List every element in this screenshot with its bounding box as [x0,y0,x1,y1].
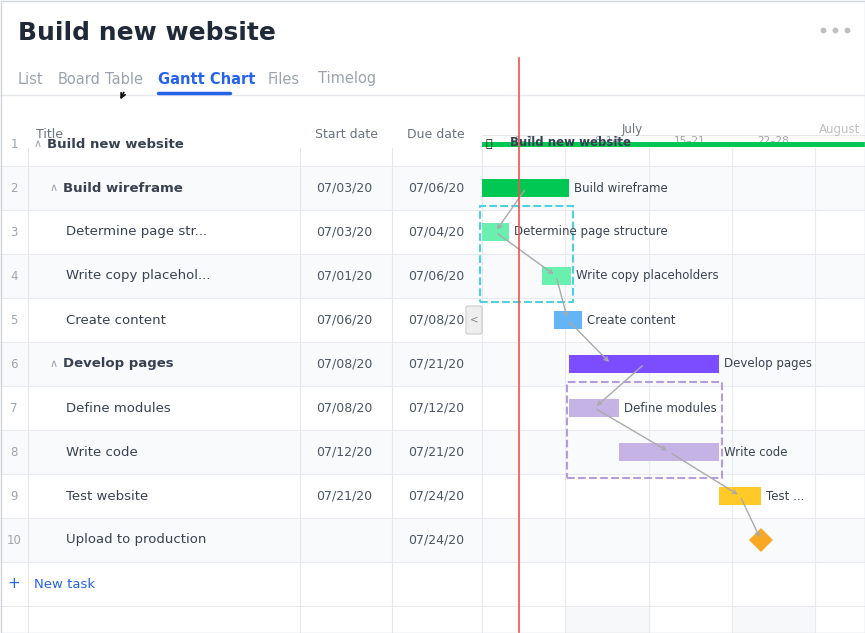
Text: 5: 5 [10,313,17,327]
Polygon shape [749,528,773,552]
Text: Build wireframe: Build wireframe [574,182,668,194]
Bar [482,179,569,197]
Text: Write code: Write code [724,446,788,458]
Text: 8–14: 8–14 [594,137,619,146]
Text: 07/06/20: 07/06/20 [408,182,465,194]
Text: Build new website: Build new website [510,137,631,149]
Bar [0,430,865,474]
Bar [554,311,582,329]
Text: July: July [621,123,643,136]
Text: Due date: Due date [407,128,465,142]
Text: 10: 10 [7,534,22,546]
Text: ∧: ∧ [50,183,58,193]
Text: Build new website: Build new website [47,137,183,151]
Bar [0,518,865,562]
Text: 4: 4 [10,270,18,282]
Bar [0,474,865,518]
Text: 07/01/20: 07/01/20 [316,270,372,282]
Bar [0,254,865,298]
Bar [649,148,732,633]
Text: 📋: 📋 [486,139,493,149]
Bar [619,443,720,461]
Text: 07/12/20: 07/12/20 [408,401,465,415]
Text: Upload to production: Upload to production [66,534,207,546]
Bar [482,148,565,633]
Bar [0,166,865,210]
Text: 07/08/20: 07/08/20 [316,358,372,370]
Text: Write copy placehol...: Write copy placehol... [66,270,210,282]
Text: Create content: Create content [587,313,676,327]
Bar [569,399,619,417]
Text: Build new website: Build new website [18,21,276,45]
Text: Board: Board [58,72,101,87]
Text: Define modules: Define modules [66,401,170,415]
Text: 15–21: 15–21 [675,137,706,146]
Text: 7: 7 [10,401,18,415]
Text: 07/03/20: 07/03/20 [316,182,372,194]
Text: 07/24/20: 07/24/20 [408,489,465,503]
Bar [569,355,720,373]
Bar [0,386,865,430]
Text: 1: 1 [10,137,18,151]
FancyBboxPatch shape [466,306,482,334]
Bar [565,148,649,633]
Text: Table: Table [105,72,143,87]
Text: 6: 6 [10,358,18,370]
Text: 07/08/20: 07/08/20 [408,313,465,327]
Text: Files: Files [268,72,300,87]
Text: 1–7: 1–7 [515,137,533,146]
Text: New task: New task [34,577,95,591]
Text: Test website: Test website [66,489,148,503]
Text: Write copy placeholders: Write copy placeholders [576,270,719,282]
Text: Create content: Create content [66,313,166,327]
Text: 07/06/20: 07/06/20 [316,313,372,327]
Text: 9: 9 [10,489,18,503]
Text: 07/21/20: 07/21/20 [408,358,465,370]
Text: 07/08/20: 07/08/20 [316,401,372,415]
Text: 07/04/20: 07/04/20 [408,225,465,239]
Text: Title: Title [36,128,63,142]
Text: Write code: Write code [66,446,138,458]
Text: Determine page str...: Determine page str... [66,225,207,239]
Text: 07/21/20: 07/21/20 [316,489,372,503]
Bar [0,122,865,166]
Text: Timelog: Timelog [318,72,376,87]
Text: Define modules: Define modules [625,401,717,415]
Bar [815,148,865,633]
Text: 07/06/20: 07/06/20 [408,270,465,282]
Text: 07/03/20: 07/03/20 [316,225,372,239]
Bar [720,487,761,505]
Text: Gantt Chart: Gantt Chart [158,72,255,87]
Bar [0,122,865,148]
Text: +: + [8,577,21,591]
Text: 07/21/20: 07/21/20 [408,446,465,458]
Text: Develop pages: Develop pages [724,358,812,370]
Bar [732,148,815,633]
Bar [0,342,865,386]
Text: Develop pages: Develop pages [63,358,174,370]
Text: Start date: Start date [315,128,378,142]
Text: August: August [819,123,861,136]
Bar [0,562,865,606]
Text: ∧: ∧ [34,139,42,149]
Bar [0,298,865,342]
Text: 8: 8 [10,446,17,458]
Text: Determine page structure: Determine page structure [514,225,668,239]
Bar [567,382,721,478]
Text: Build wireframe: Build wireframe [63,182,183,194]
Text: 07/12/20: 07/12/20 [316,446,372,458]
Bar [542,267,571,285]
Bar [482,142,865,147]
Bar [482,223,509,241]
Text: 2: 2 [10,182,18,194]
Text: 22–28: 22–28 [758,137,789,146]
Text: ∧: ∧ [50,359,58,369]
Text: 3: 3 [10,225,17,239]
Text: Test ...: Test ... [766,489,804,503]
Text: List: List [18,72,43,87]
Text: 07/24/20: 07/24/20 [408,534,465,546]
Bar [480,206,573,302]
Bar [0,210,865,254]
Text: <: < [470,315,478,325]
